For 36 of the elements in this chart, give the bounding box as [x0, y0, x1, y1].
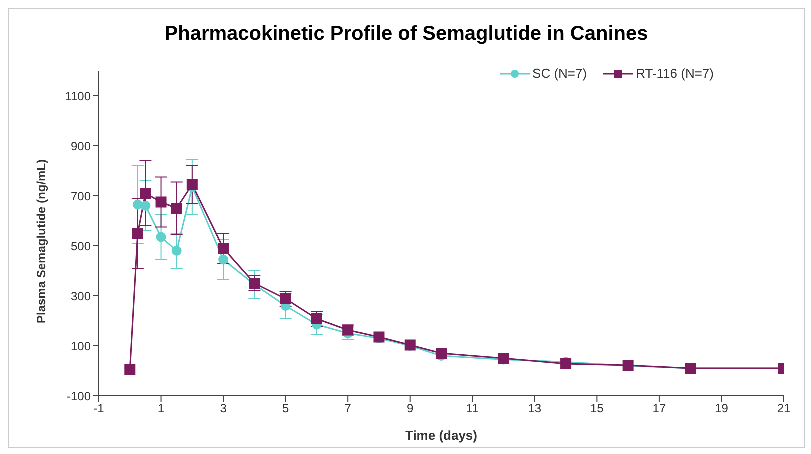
- y-tick-label: 500: [70, 239, 92, 254]
- point: [311, 314, 322, 324]
- x-tick-label: 21: [777, 402, 791, 416]
- point: [156, 232, 166, 242]
- x-tick-label: 15: [590, 402, 604, 416]
- legend-label: RT-116 (N=7): [636, 66, 714, 81]
- point: [156, 196, 167, 208]
- x-tick-label: 11: [466, 402, 480, 416]
- x-tick-label: 5: [282, 402, 290, 416]
- x-tick-label: 3: [220, 402, 228, 416]
- y-tick-label: 300: [70, 289, 92, 304]
- point: [218, 243, 230, 254]
- legend-label: SC (N=7): [532, 66, 588, 81]
- y-tick-label: 700: [70, 189, 92, 204]
- point: [132, 228, 144, 240]
- x-tick-label: -1: [94, 402, 105, 416]
- point: [171, 203, 182, 214]
- point: [280, 294, 292, 304]
- point: [218, 254, 229, 265]
- x-axis-title: Time (days): [405, 428, 478, 443]
- x-tick-label: 9: [407, 402, 414, 416]
- chart-title: Pharmacokinetic Profile of Semaglutide in Canines: [164, 23, 650, 46]
- y-tick-label: 100: [70, 339, 92, 354]
- x-tick-label: 19: [715, 402, 729, 416]
- y-tick-label: -100: [66, 389, 92, 404]
- x-tick-label: 7: [344, 402, 352, 416]
- x-tick-label: 1: [158, 402, 165, 416]
- point: [140, 188, 152, 199]
- y-tick-label: 900: [70, 139, 92, 154]
- y-tick-label: 1100: [65, 89, 92, 104]
- y-axis-title: Plasma Semaglutide (ng/mL): [34, 159, 48, 324]
- point: [124, 364, 136, 376]
- x-tick-label: 17: [652, 402, 666, 416]
- point: [172, 246, 182, 256]
- point: [140, 201, 151, 211]
- x-tick-label: 13: [528, 402, 542, 416]
